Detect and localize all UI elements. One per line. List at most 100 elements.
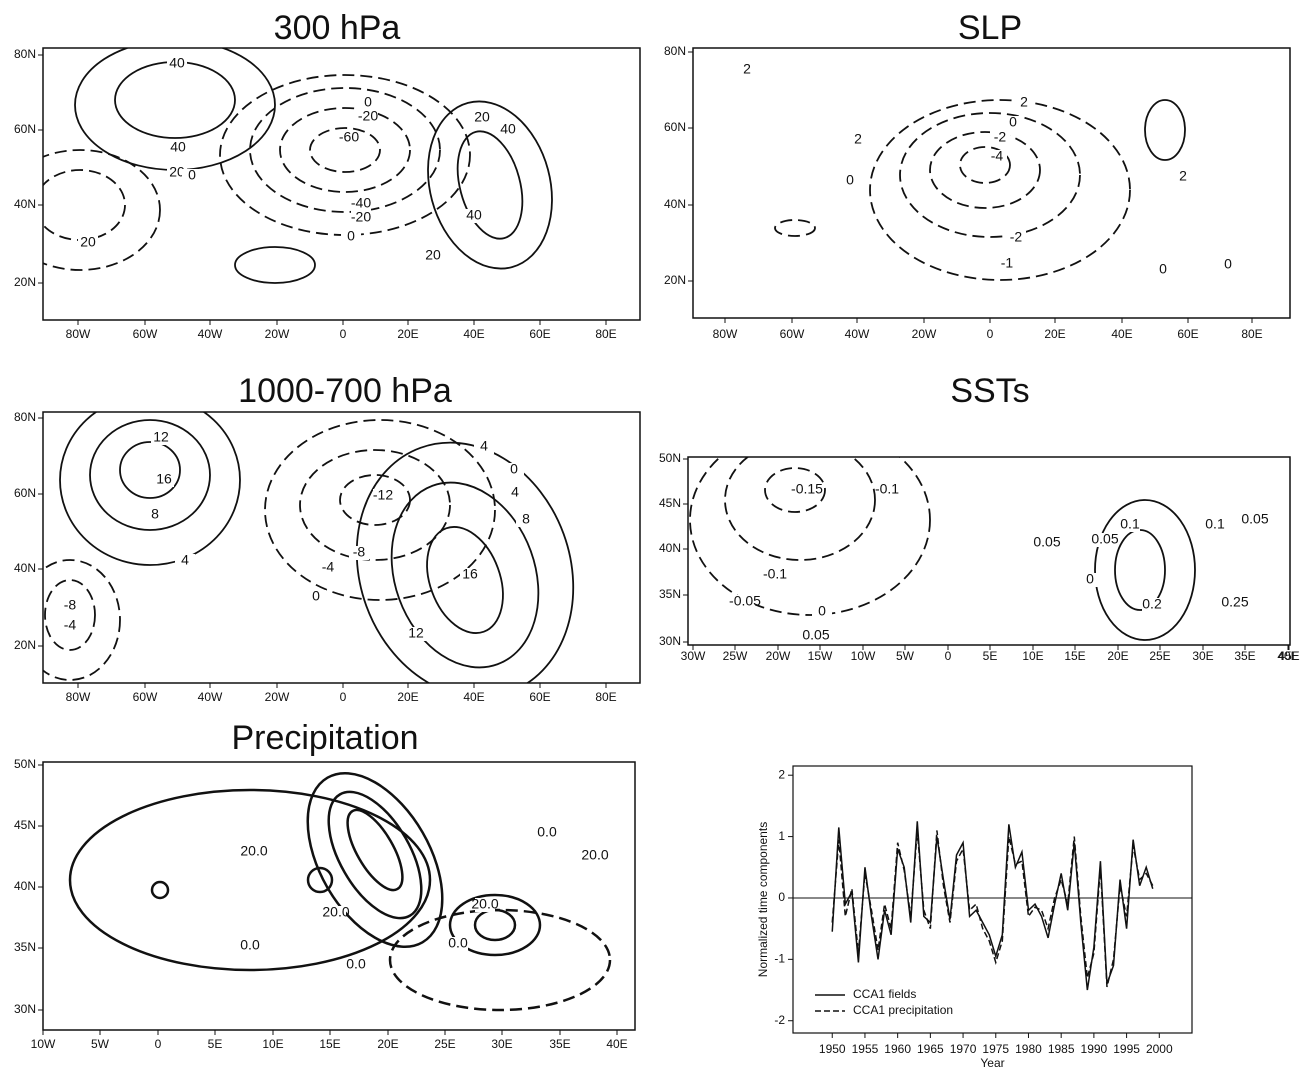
x-tick-label: 80E [595, 690, 616, 704]
contour-label: 0.0 [346, 956, 366, 972]
map-title: Precipitation [231, 719, 418, 757]
contour-label: -12 [373, 487, 393, 503]
x-tick-label: 40E [1111, 327, 1132, 341]
x-tick-label: 1975 [982, 1042, 1009, 1056]
x-tick-label: 80E [595, 327, 616, 341]
contour-label: 8 [151, 506, 159, 522]
x-tick-label: 1965 [917, 1042, 944, 1056]
contour-label: 0 [846, 172, 854, 188]
x-tick-label: 1995 [1113, 1042, 1140, 1056]
contour-line [35, 170, 125, 240]
x-tick-label: 15W [808, 649, 833, 663]
contour-label: -8 [64, 597, 77, 613]
x-tick-label: 80W [66, 327, 91, 341]
contour-label: 2 [743, 61, 751, 77]
contour-label: 0.05 [1033, 534, 1060, 550]
contour-label: 0 [188, 167, 196, 183]
x-tick-label: 80W [713, 327, 738, 341]
x-tick-label: 60W [780, 327, 805, 341]
contour-label: 0 [1159, 261, 1167, 277]
contour-label: 2 [1179, 168, 1187, 184]
contour-label: -4 [991, 148, 1004, 164]
y-tick-label: 35N [659, 587, 681, 601]
contour-line [1145, 100, 1185, 160]
x-tick-label: 0 [340, 690, 347, 704]
x-tick-label: 60W [133, 690, 158, 704]
y-tick-label: 2 [778, 767, 785, 781]
x-tick-label: 0 [945, 649, 952, 663]
x-tick-label: 15E [319, 1037, 340, 1051]
contour-label: 4 [480, 438, 488, 454]
contour-label: 8 [522, 511, 530, 527]
x-tick-label: 10E [1022, 649, 1043, 663]
x-tick-label: 1955 [852, 1042, 879, 1056]
x-tick-label: 0 [340, 327, 347, 341]
contour-line [475, 910, 515, 940]
x-tick-label: 80W [66, 690, 91, 704]
y-tick-label: 80N [664, 44, 686, 58]
map-title: SSTs [950, 372, 1029, 410]
x-tick-label: 40W [198, 690, 223, 704]
x-tick-label: 40E [463, 690, 484, 704]
contour-label: 0 [1009, 114, 1017, 130]
x-tick-label: 60E [529, 327, 550, 341]
contours [775, 100, 1185, 280]
contour-label: 0.2 [1142, 596, 1162, 612]
contour-label: -20 [358, 108, 378, 124]
x-tick-label: 60E [529, 690, 550, 704]
contour-line [725, 440, 875, 560]
contour-label: 40 [169, 55, 185, 71]
contour-label: 16 [462, 566, 478, 582]
contour-line [280, 108, 410, 192]
contour-label: 12 [408, 625, 424, 641]
x-tick-label: 20W [265, 327, 290, 341]
x-tick-label: 80E [1241, 327, 1262, 341]
y-tick-label: 45N [14, 818, 36, 832]
x-tick-label: 40W [845, 327, 870, 341]
contour-label: 20.0 [322, 904, 349, 920]
contour-label: -8 [353, 544, 366, 560]
x-tick-label: 40E [606, 1037, 627, 1051]
x-tick-label: 0 [987, 327, 994, 341]
y-tick-label: 1 [778, 829, 785, 843]
contour-label: 20.0 [471, 896, 498, 912]
x-tick-label: 40W [198, 327, 223, 341]
contour-label: 12 [153, 429, 169, 445]
x-tick-label: 10W [851, 649, 876, 663]
y-tick-label: 30N [659, 634, 681, 648]
y-tick-label: -1 [774, 952, 785, 966]
contour-label: -2 [994, 129, 1007, 145]
x-tick-label: 5W [91, 1037, 110, 1051]
y-tick-label: 20N [14, 638, 36, 652]
contour-label: 20.0 [581, 847, 608, 863]
y-tick-label: 50N [14, 757, 36, 771]
x-tick-label: 40E [463, 327, 484, 341]
contour-label: 0.0 [537, 824, 557, 840]
x-tick-label: 1985 [1048, 1042, 1075, 1056]
contour-label: 0.05 [1091, 531, 1118, 547]
contour-label: 20 [80, 234, 96, 250]
contours [20, 395, 608, 728]
contour-label: 4 [511, 484, 519, 500]
x-tick-label: 1950 [819, 1042, 846, 1056]
x-tick-label: 1990 [1081, 1042, 1108, 1056]
legend-label: CCA1 fields [853, 987, 916, 1001]
x-tick-label: 35E [549, 1037, 570, 1051]
y-tick-label: 60N [14, 486, 36, 500]
contour-label: 16 [156, 471, 172, 487]
contour-label: 0.05 [802, 627, 829, 643]
contour-label: 40 [466, 207, 482, 223]
contour-label: -0.1 [763, 566, 787, 582]
contour-label: 2 [1020, 94, 1028, 110]
contour-label: -60 [339, 129, 359, 145]
x-tick-label: 20E [1107, 649, 1128, 663]
contour-line [930, 132, 1040, 208]
page: {"chart_data":[ {"type":"map","title":"3… [0, 0, 1309, 1072]
contour-label: -0.1 [875, 481, 899, 497]
map-frame [688, 457, 1290, 645]
y-tick-label: -2 [774, 1013, 785, 1027]
contour-label: -1 [1001, 255, 1014, 271]
x-tick-label: 10E [262, 1037, 283, 1051]
x-tick-label: 15E [1064, 649, 1085, 663]
y-tick-label: 20N [664, 273, 686, 287]
